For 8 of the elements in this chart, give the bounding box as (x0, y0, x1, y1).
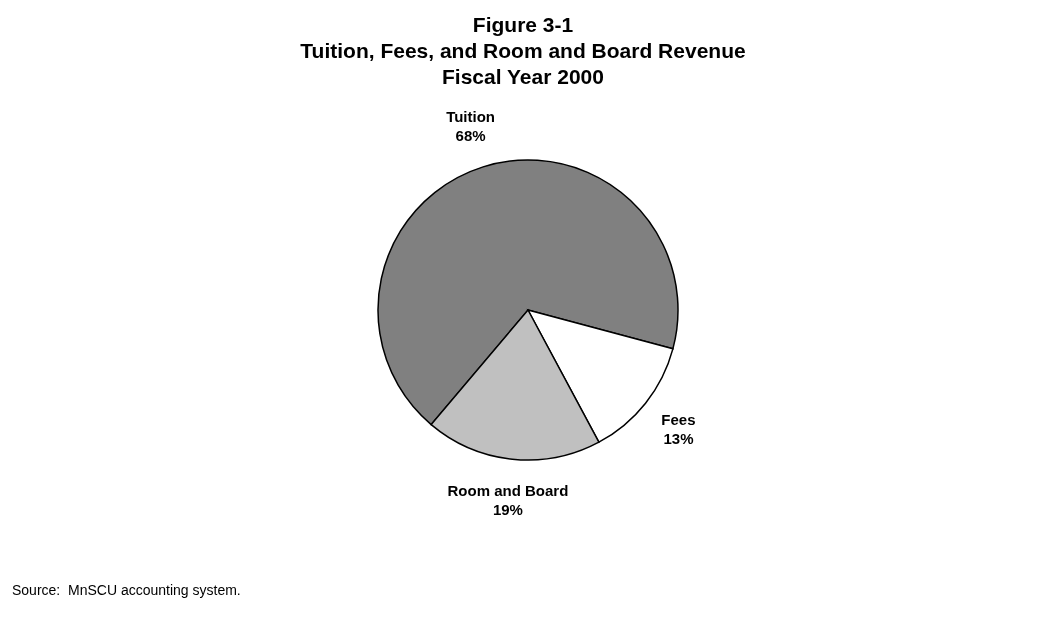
data-label: 13% (663, 429, 694, 447)
data-label: 68% (455, 127, 486, 145)
slice-label: Fees (661, 410, 696, 428)
source-note: Source: MnSCU accounting system. (12, 582, 241, 598)
slice-label: Tuition (446, 108, 496, 126)
chart-title: Figure 3-1 Tuition, Fees, and Room and Board Revenue Fiscal Year 2000 (299, 12, 747, 90)
data-label: 19% (492, 501, 523, 519)
slice-label: Room and Board (447, 482, 569, 500)
